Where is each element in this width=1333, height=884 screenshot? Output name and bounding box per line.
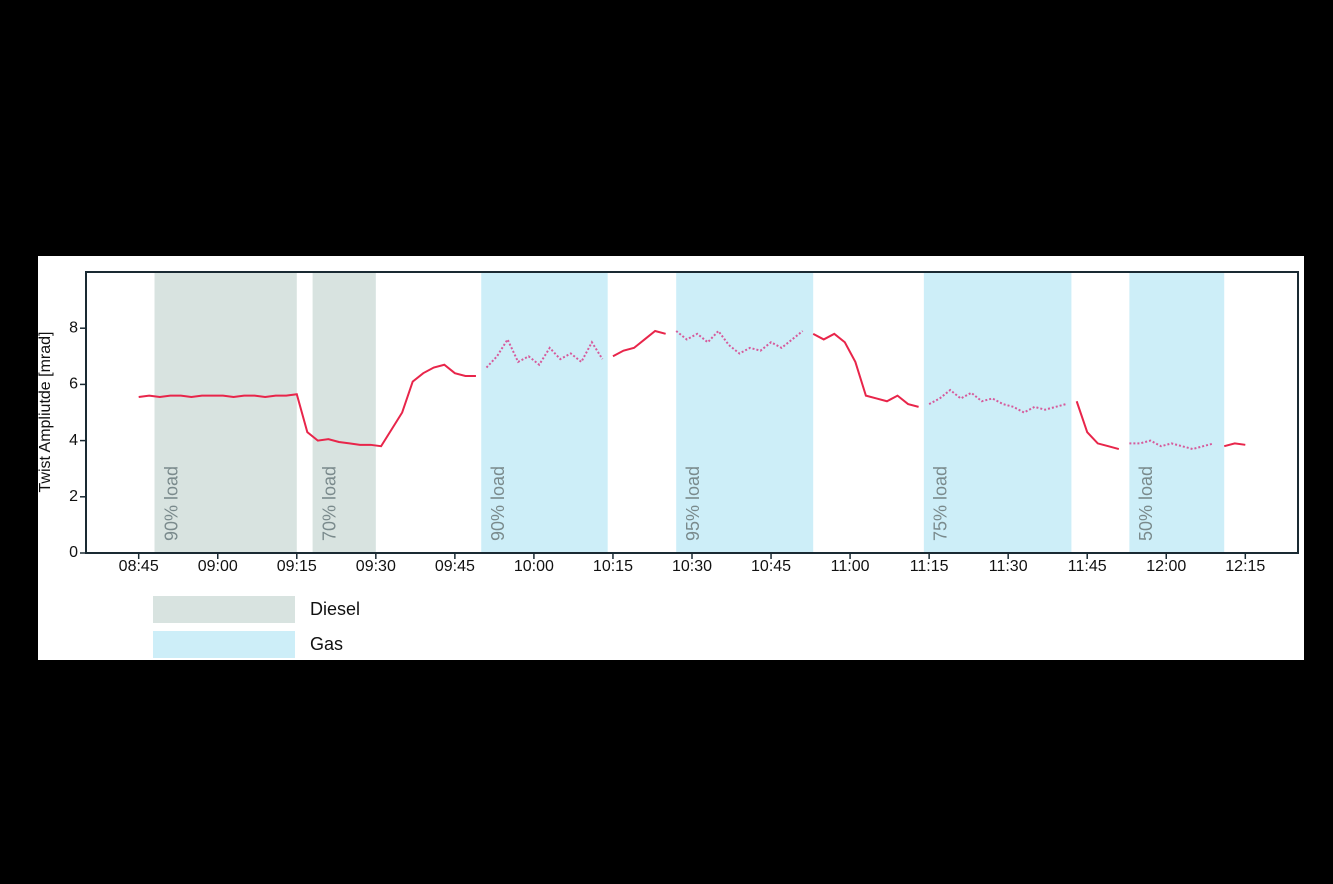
legend-swatch <box>153 596 295 623</box>
shaded-span <box>154 272 297 553</box>
shaded-span <box>1129 272 1225 553</box>
legend-label: Gas <box>310 634 343 654</box>
x-tick-label: 09:30 <box>356 558 396 575</box>
span-label: 75% load <box>931 466 951 541</box>
x-tick-label: 11:45 <box>1068 558 1107 575</box>
x-tick-label: 10:30 <box>672 558 712 575</box>
span-label: 50% load <box>1136 466 1156 541</box>
y-tick-label: 4 <box>69 432 78 449</box>
shaded-span <box>481 272 608 553</box>
span-label: 90% load <box>161 466 181 541</box>
series-line <box>675 329 804 355</box>
series-line <box>612 329 666 358</box>
series-line <box>138 363 476 448</box>
x-tick-label: 08:45 <box>119 558 159 575</box>
legend-swatch <box>153 631 295 658</box>
x-tick-label: 10:15 <box>593 558 633 575</box>
x-tick-label: 11:00 <box>831 558 870 575</box>
x-tick-label: 09:45 <box>435 558 475 575</box>
span-label: 95% load <box>683 466 703 541</box>
x-tick-label: 09:00 <box>198 558 238 575</box>
span-label: 70% load <box>319 466 339 541</box>
y-axis-label: Twist Ampliutde [mrad] <box>37 332 54 493</box>
shaded-span <box>923 272 1072 553</box>
x-tick-label: 11:30 <box>989 558 1028 575</box>
x-tick-label: 11:15 <box>910 558 949 575</box>
y-tick-label: 2 <box>69 488 78 505</box>
x-tick-label: 12:15 <box>1225 558 1265 575</box>
y-tick-label: 0 <box>69 544 78 561</box>
x-tick-label: 10:00 <box>514 558 554 575</box>
series-line <box>928 388 1067 414</box>
shaded-span <box>312 272 376 553</box>
y-tick-label: 6 <box>69 376 78 393</box>
series-line <box>1075 400 1120 450</box>
legend-label: Diesel <box>310 599 360 619</box>
series-line <box>1129 439 1214 451</box>
y-tick-label: 8 <box>69 319 78 336</box>
span-label: 90% load <box>488 466 508 541</box>
x-tick-label: 09:15 <box>277 558 317 575</box>
series-line <box>1223 442 1246 448</box>
series-line <box>812 332 919 408</box>
x-tick-label: 12:00 <box>1146 558 1186 575</box>
shaded-span <box>676 272 814 553</box>
x-tick-label: 10:45 <box>751 558 791 575</box>
